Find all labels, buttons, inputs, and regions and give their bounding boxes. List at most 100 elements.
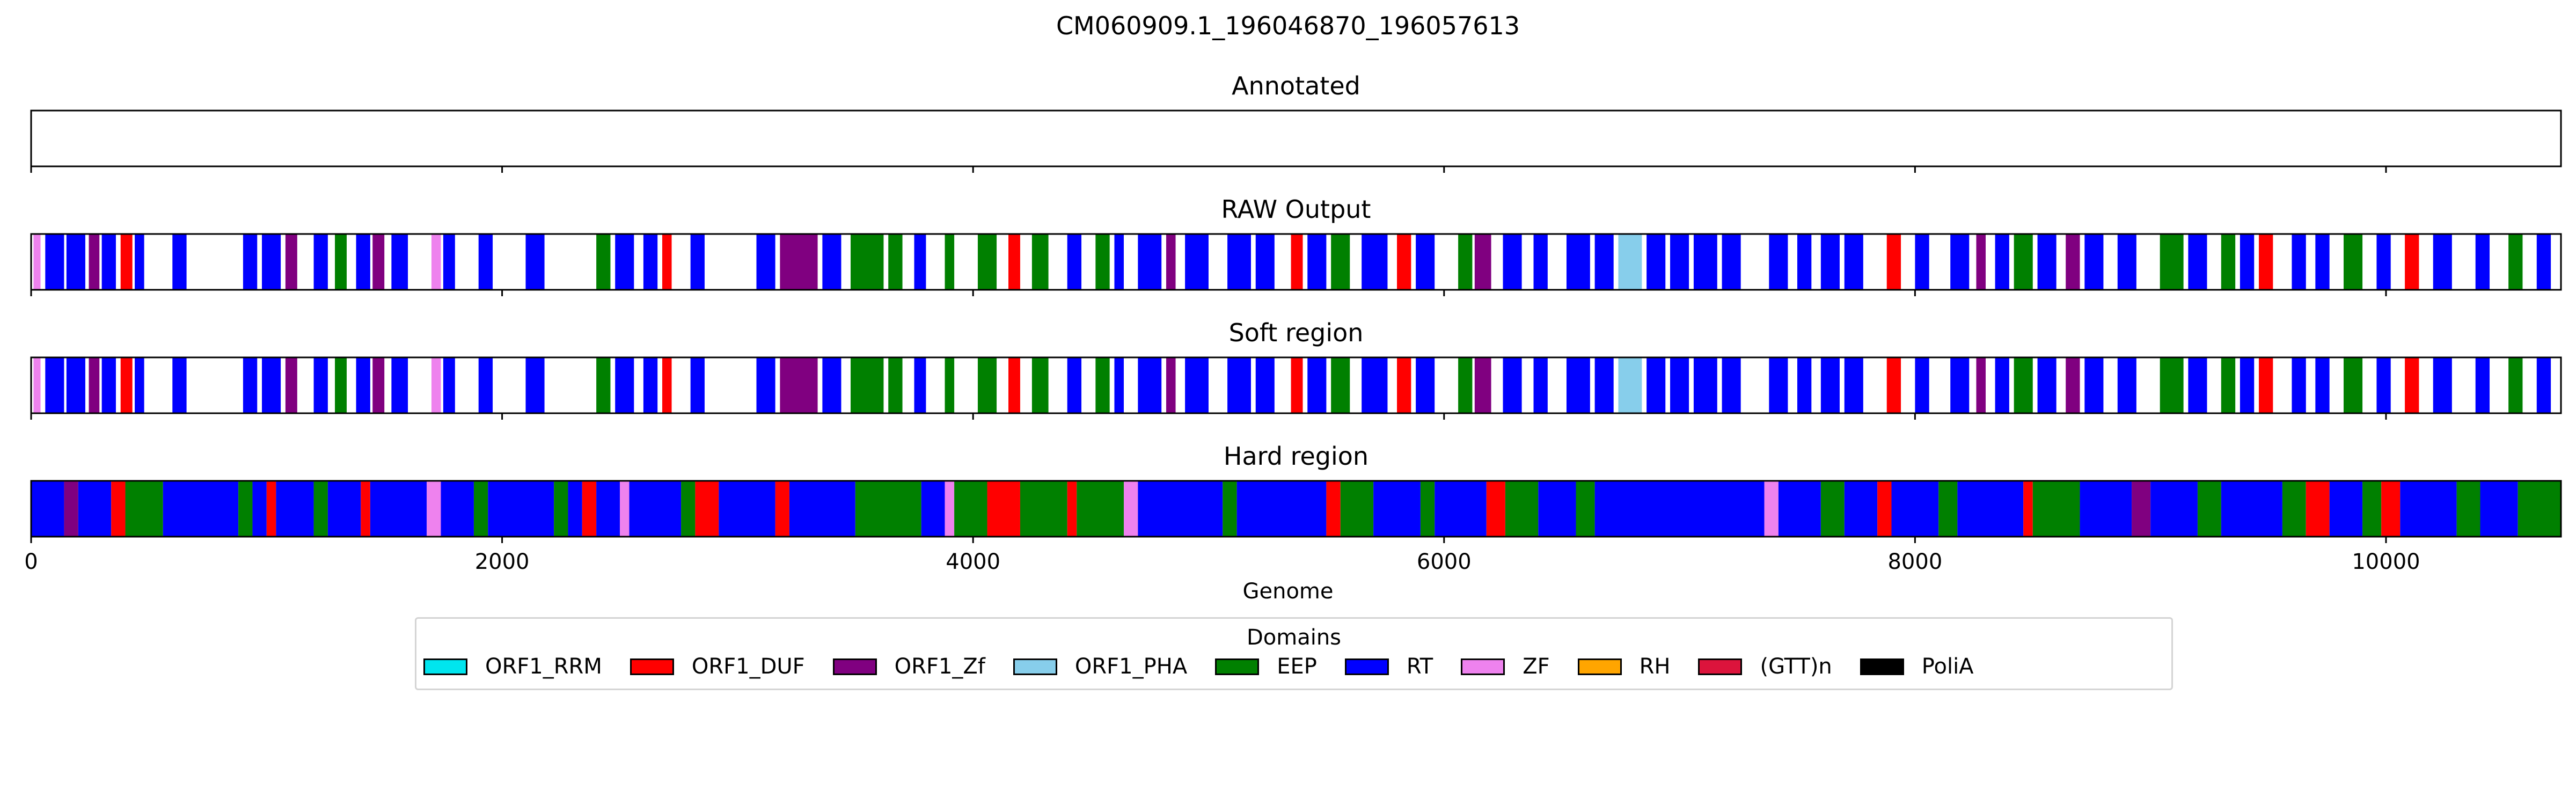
domain-segment xyxy=(2014,234,2033,290)
domain-segment xyxy=(2032,481,2080,537)
legend-swatch xyxy=(423,658,467,675)
domain-segment xyxy=(2240,234,2255,290)
domain-segment xyxy=(1166,234,1176,290)
domain-segment xyxy=(775,481,789,537)
domain-segment xyxy=(1458,234,1473,290)
domain-segment xyxy=(2315,234,2330,290)
domain-segment xyxy=(1326,481,1341,537)
domain-segment xyxy=(45,357,64,413)
domain-segment xyxy=(1722,357,1741,413)
domain-segment xyxy=(89,234,100,290)
domain-segment xyxy=(525,357,545,413)
domain-segment xyxy=(1008,234,1020,290)
domain-segment xyxy=(1915,234,1929,290)
domain-segment xyxy=(1950,357,1970,413)
legend-swatch xyxy=(1461,658,1505,675)
domain-segment xyxy=(1576,481,1595,537)
domain-segment xyxy=(1236,481,1327,537)
legend-label: PoliA xyxy=(1921,654,1974,679)
domain-segment xyxy=(356,357,370,413)
domain-segment xyxy=(64,481,78,537)
domain-segment xyxy=(643,234,658,290)
domain-segment xyxy=(954,481,987,537)
domain-segment xyxy=(2023,481,2033,537)
domain-segment xyxy=(31,481,64,537)
domain-segment xyxy=(45,234,64,290)
domain-segment xyxy=(822,357,841,413)
domain-segment xyxy=(2405,357,2419,413)
legend-label: ORF1_PHA xyxy=(1074,654,1188,679)
domain-segment xyxy=(2221,357,2236,413)
domain-segment xyxy=(1008,357,1020,413)
domain-segment xyxy=(1670,234,1689,290)
domain-segment xyxy=(370,481,427,537)
domain-segment xyxy=(2518,481,2561,537)
domain-segment xyxy=(33,357,41,413)
track-panel: Hard region 0 2000 4000 6000 8000 10000 xyxy=(24,442,2562,574)
domain-segment xyxy=(2362,481,2382,537)
domain-segment xyxy=(888,357,903,413)
domain-segment xyxy=(1769,357,1788,413)
domain-segment xyxy=(1291,357,1303,413)
legend-items: ORF1_RRM ORF1_DUF ORF1_Zf ORF1_PHA EEP RT ZF RH… xyxy=(423,654,1974,679)
domain-segment xyxy=(2132,481,2151,537)
domain-segment xyxy=(851,234,884,290)
domain-segment xyxy=(1416,234,1435,290)
domain-segment xyxy=(1397,357,1411,413)
domain-segment xyxy=(1474,357,1491,413)
domain-segment xyxy=(473,481,488,537)
domain-segment xyxy=(1820,357,1840,413)
track-frame xyxy=(30,109,2562,167)
domain-segment xyxy=(977,357,997,413)
track-title: Annotated xyxy=(1232,71,1360,100)
domain-segment xyxy=(1114,357,1124,413)
domain-segment xyxy=(615,357,634,413)
domain-segment xyxy=(356,234,370,290)
domain-segment xyxy=(945,234,955,290)
domain-segment xyxy=(1950,234,1970,290)
domain-segment xyxy=(822,234,841,290)
legend-swatch xyxy=(1215,658,1260,675)
domain-segment xyxy=(1820,234,1840,290)
domain-segment xyxy=(1503,234,1522,290)
domain-segment xyxy=(262,357,281,413)
domain-segment xyxy=(2037,234,2057,290)
track-frame xyxy=(30,356,2562,414)
x-tick-label: 4000 xyxy=(946,550,1000,574)
x-tick-label: 8000 xyxy=(1887,550,1942,574)
domain-segment xyxy=(1420,481,1435,537)
domain-segment xyxy=(2508,234,2523,290)
legend-item: ORF1_PHA xyxy=(1013,654,1187,679)
legend-swatch xyxy=(832,658,877,675)
x-axis-label: Genome xyxy=(1242,579,1333,604)
domain-segment xyxy=(1820,481,1845,537)
domain-segment xyxy=(2292,234,2306,290)
domain-segment xyxy=(1166,357,1176,413)
domain-segment xyxy=(1227,234,1251,290)
domain-segment xyxy=(2292,357,2306,413)
domain-segment xyxy=(285,234,297,290)
domain-segment xyxy=(1844,481,1878,537)
domain-segment xyxy=(1138,357,1162,413)
domain-segment xyxy=(629,481,682,537)
domain-segment xyxy=(101,357,116,413)
domain-segment xyxy=(719,481,775,537)
domain-segment xyxy=(488,481,554,537)
domain-segment xyxy=(1769,234,1788,290)
domain-segment xyxy=(1693,234,1717,290)
domain-segment xyxy=(2433,234,2452,290)
legend-item: ORF1_Zf xyxy=(832,654,985,679)
domain-segment xyxy=(1877,481,1892,537)
legend-title: Domains xyxy=(1246,625,1342,650)
domain-segment xyxy=(1538,481,1576,537)
domain-segment xyxy=(1670,357,1689,413)
domain-segment xyxy=(2315,357,2330,413)
domain-segment xyxy=(2343,357,2363,413)
domain-segment xyxy=(431,357,441,413)
domain-segment xyxy=(1722,234,1741,290)
domain-segment xyxy=(2381,481,2401,537)
domain-segment xyxy=(1067,234,1082,290)
legend-label: RT xyxy=(1406,654,1433,679)
domain-segment xyxy=(2221,234,2236,290)
